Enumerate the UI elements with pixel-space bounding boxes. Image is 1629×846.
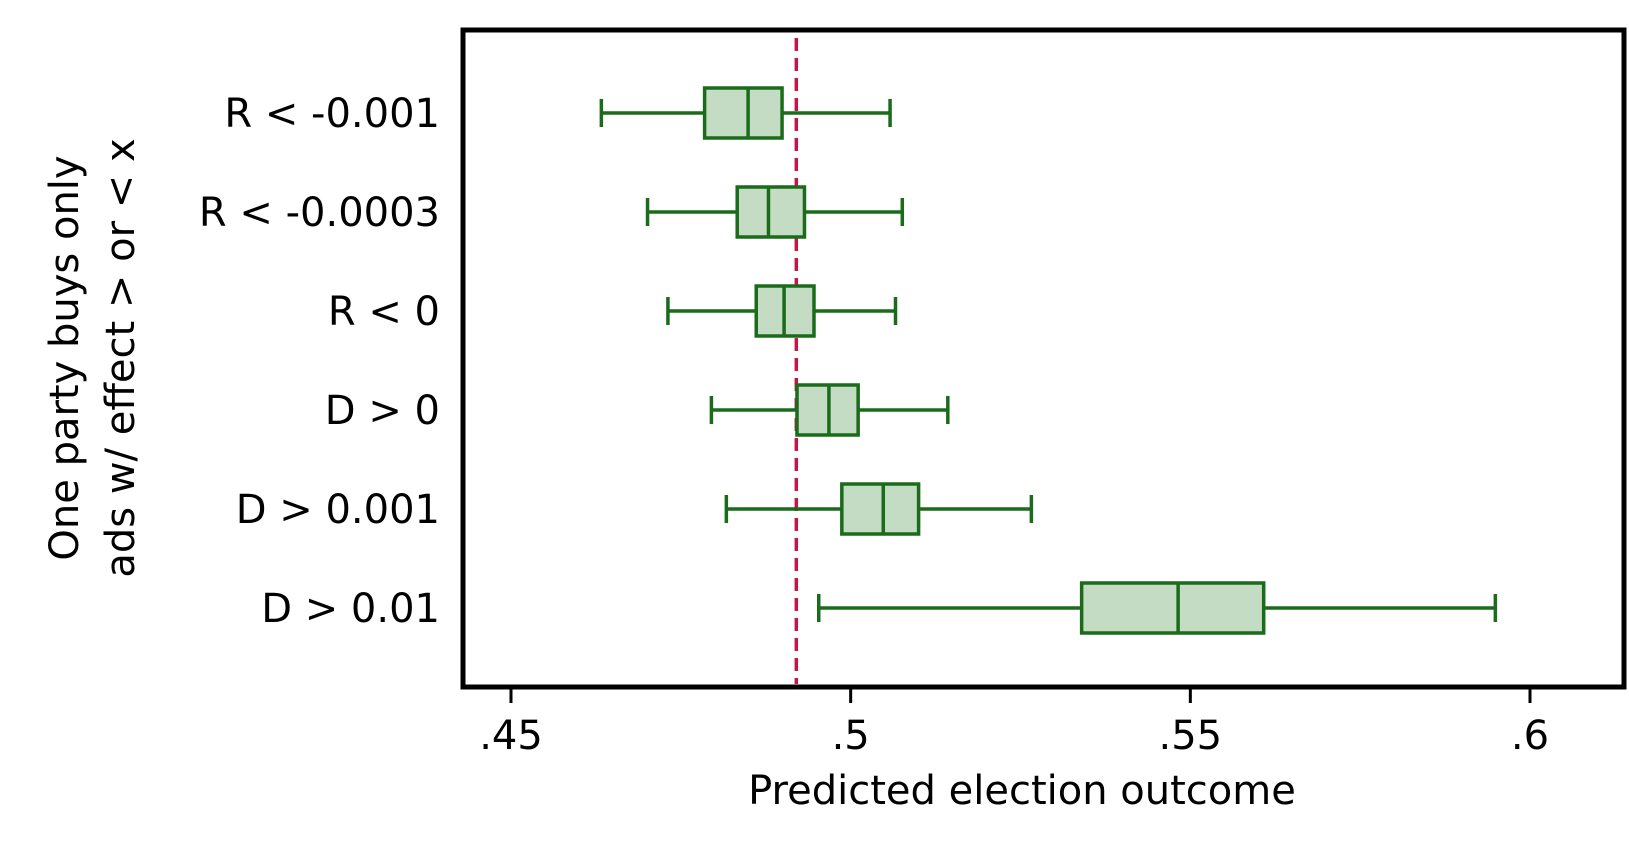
category-label: R < -0.001 xyxy=(224,91,440,137)
box-0 xyxy=(599,86,892,140)
category-label: D > 0.001 xyxy=(236,487,440,533)
box-4 xyxy=(724,482,1034,536)
y-axis-title-line-2: ads w/ effect > or < x xyxy=(98,138,144,577)
iqr-box xyxy=(702,86,784,140)
x-tick-label: .5 xyxy=(832,713,870,759)
y-axis-title: One party buys only ads w/ effect > or <… xyxy=(42,138,144,577)
box-1 xyxy=(645,185,905,239)
iqr-box xyxy=(735,185,807,239)
plot-area xyxy=(599,38,1498,684)
x-tick-label: .55 xyxy=(1159,713,1223,759)
plot-frame xyxy=(460,27,1627,690)
x-tick-label: .6 xyxy=(1511,713,1549,759)
category-label: D > 0.01 xyxy=(261,586,440,632)
x-tick-label: .45 xyxy=(479,713,543,759)
x-axis: .45 .5 .55 .6 xyxy=(479,687,1549,759)
iqr-box xyxy=(1079,581,1266,635)
category-label: R < 0 xyxy=(328,289,440,335)
y-axis-title-line-1: One party buys only xyxy=(42,155,88,560)
category-label: D > 0 xyxy=(325,388,440,434)
category-label: R < -0.0003 xyxy=(199,190,440,236)
box-3 xyxy=(709,383,950,437)
x-axis-title: Predicted election outcome xyxy=(748,768,1296,814)
box-5 xyxy=(816,581,1498,635)
category-labels: R < -0.001 R < -0.0003 R < 0 D > 0 D > 0.001… xyxy=(199,91,440,632)
box-2 xyxy=(666,284,898,338)
iqr-box xyxy=(840,482,921,536)
